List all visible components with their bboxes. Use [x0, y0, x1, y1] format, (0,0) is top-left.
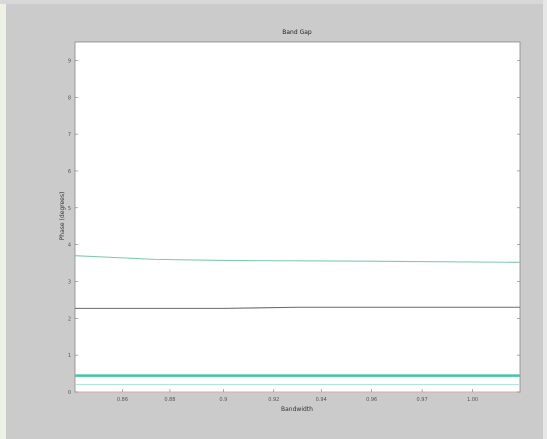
window-right-edge [543, 0, 547, 439]
x-tick-label: 0.9 [219, 397, 227, 403]
y-tick-label: 8 [68, 95, 71, 101]
x-tick-label: 0.96 [366, 397, 377, 403]
x-tick-label: 0.86 [117, 397, 128, 403]
y-axis-label: Phase (degrees) [59, 192, 66, 241]
y-tick-label: 3 [68, 279, 71, 285]
y-tick-label: 1 [68, 353, 71, 359]
y-tick-label: 4 [68, 243, 71, 249]
x-tick-label: 0.88 [164, 397, 175, 403]
window-top-edge [0, 0, 547, 4]
series-line-1 [74, 255, 521, 263]
x-axis: 0.86 0.88 0.9 0.92 0.94 0.96 0.97 1.00 [117, 389, 478, 403]
y-tick-label: 9 [68, 58, 71, 64]
x-axis-label: Bandwidth [281, 406, 313, 413]
y-tick-label: 2 [68, 316, 71, 322]
x-tick-label: 1.00 [467, 397, 478, 403]
y-tick-label: 0 [68, 390, 71, 396]
x-tick-label: 0.97 [417, 397, 428, 403]
series-line-2 [75, 306, 520, 309]
y-axis: 0 1 2 3 4 5 6 7 8 9 [68, 58, 520, 396]
x-tick-label: 0.94 [316, 397, 327, 403]
y-tick-label: 5 [68, 206, 71, 212]
y-tick-label: 6 [68, 169, 71, 175]
chart-title: Band Gap [282, 29, 312, 36]
plot-area [74, 41, 521, 393]
window-left-edge [0, 0, 6, 439]
series-layer [74, 255, 521, 393]
y-tick-label: 7 [68, 132, 71, 138]
x-tick-label: 0.92 [268, 397, 279, 403]
